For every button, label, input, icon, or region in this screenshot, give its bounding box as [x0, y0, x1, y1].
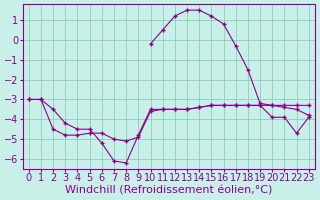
X-axis label: Windchill (Refroidissement éolien,°C): Windchill (Refroidissement éolien,°C) [65, 186, 272, 196]
